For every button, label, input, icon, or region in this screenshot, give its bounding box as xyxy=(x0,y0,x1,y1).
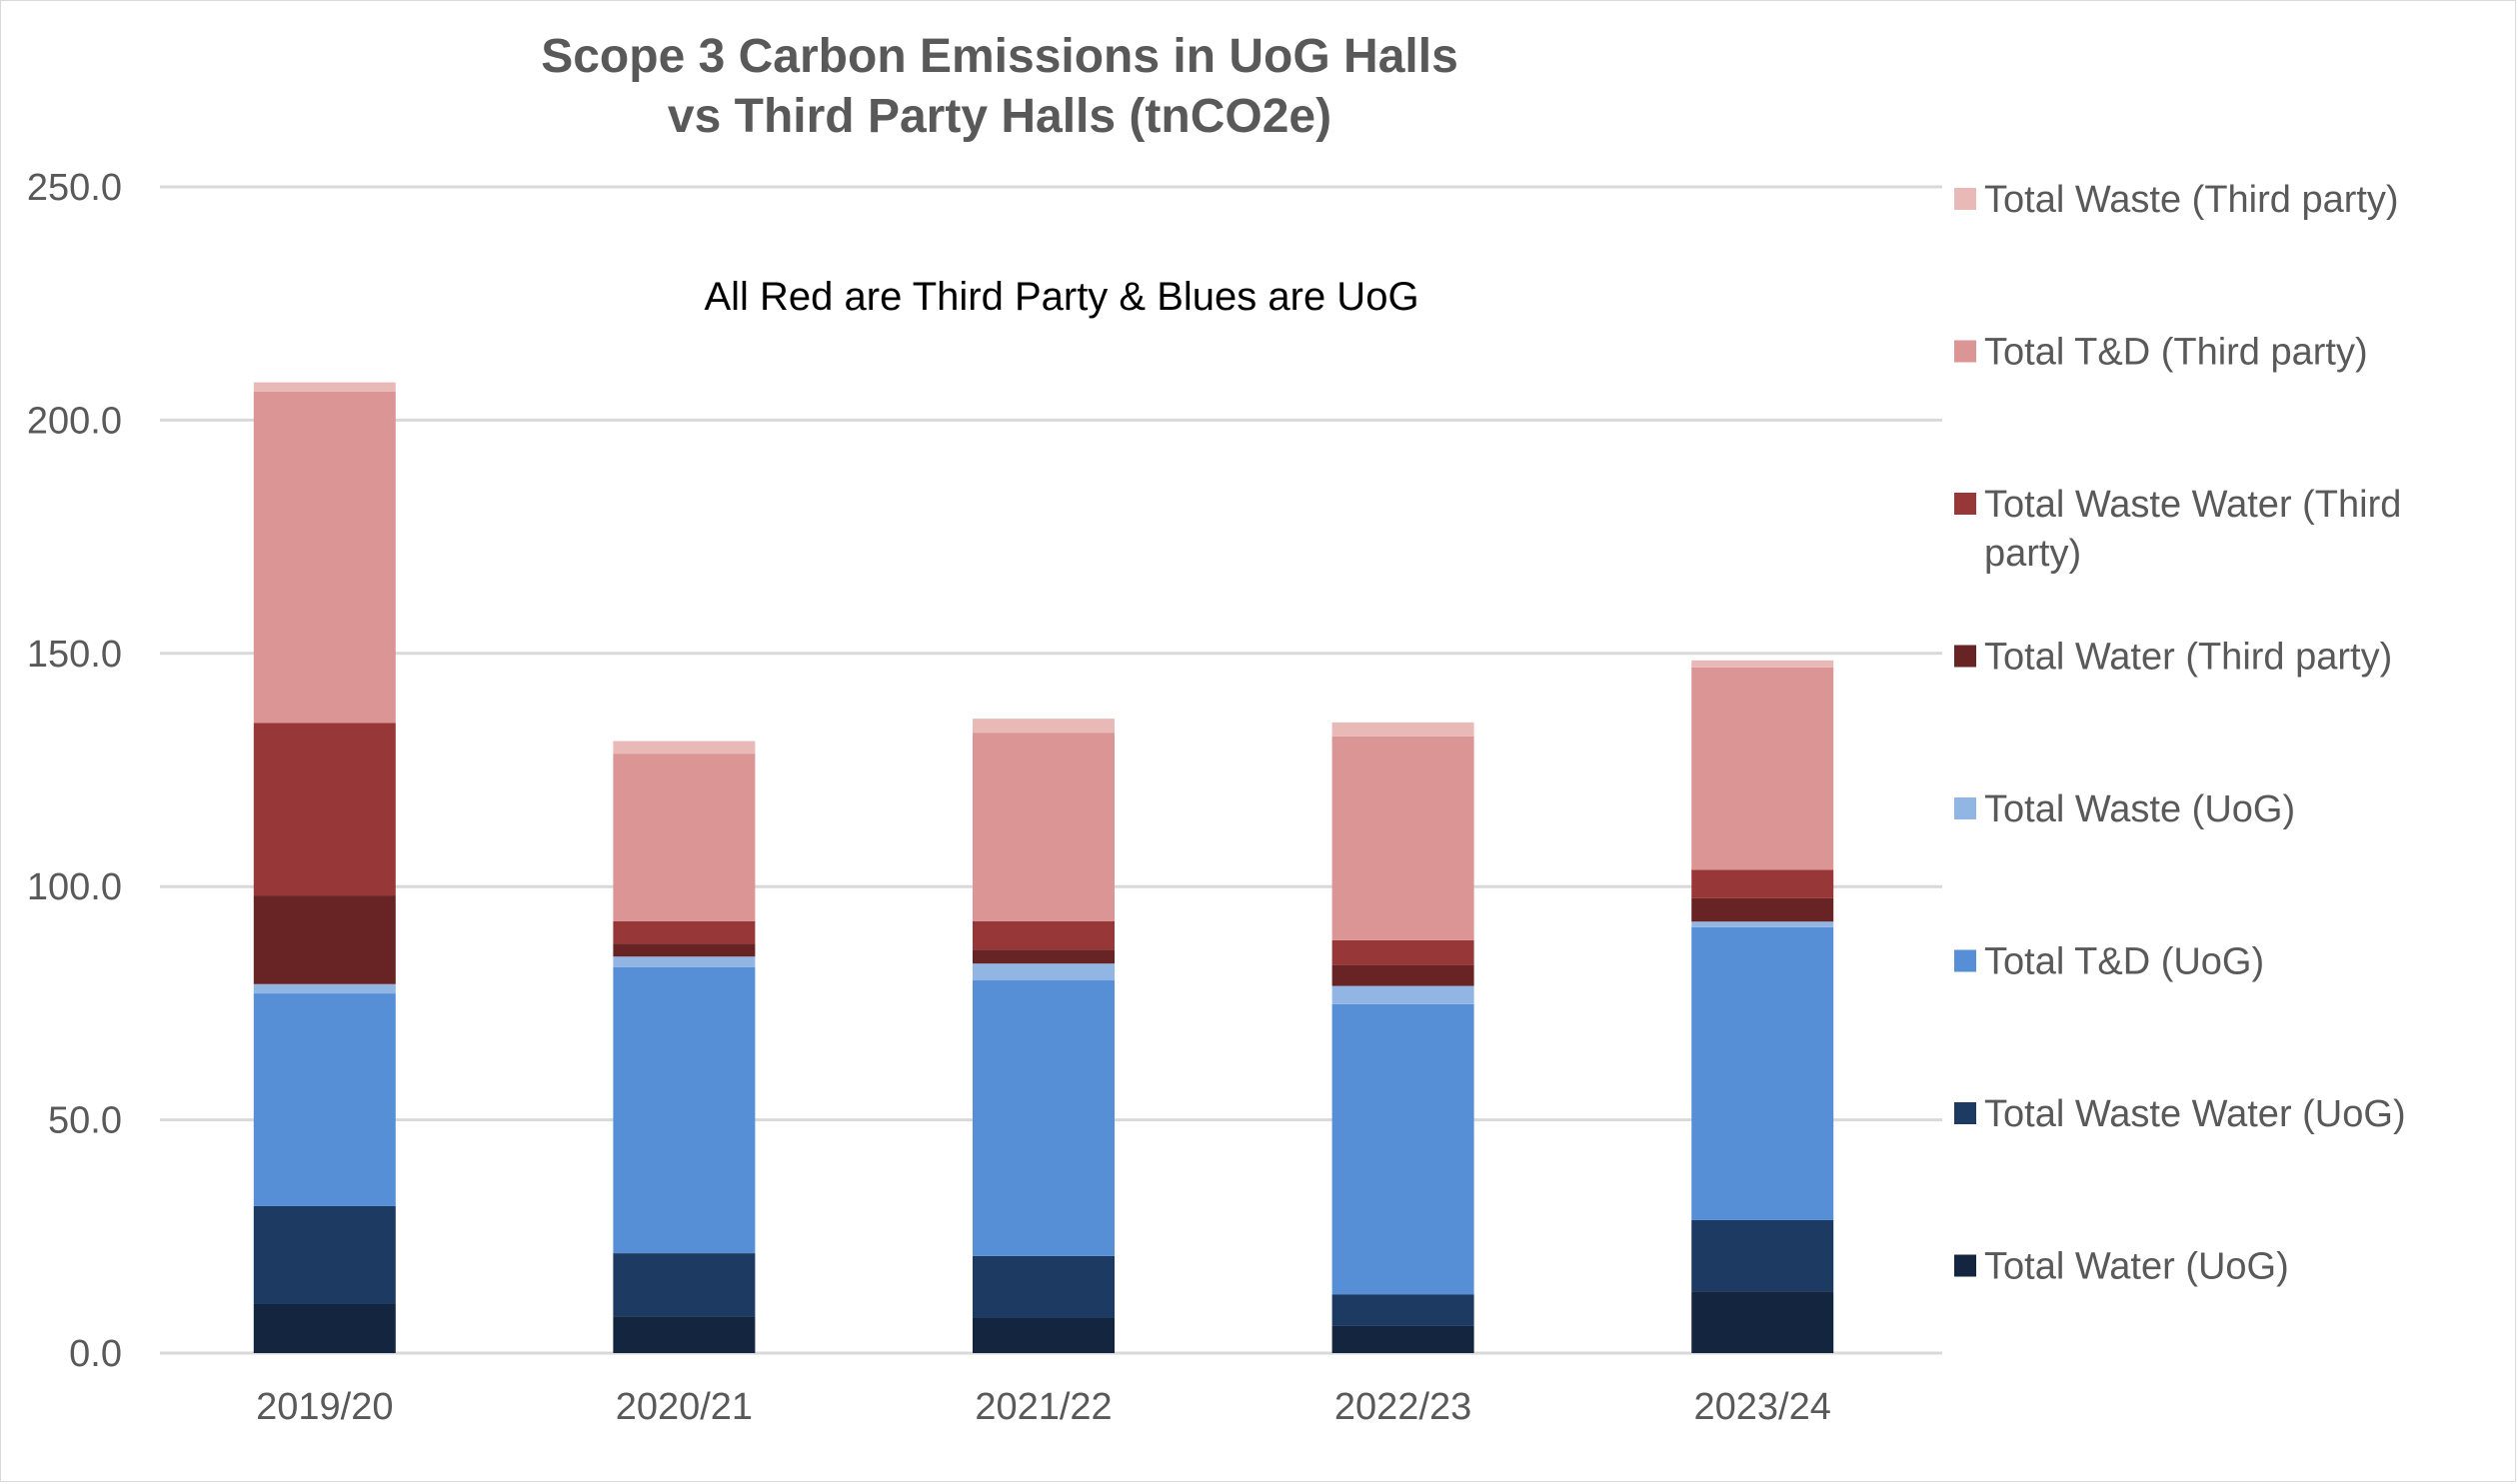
legend: Total Waste (Third party) Total T&D (Thir… xyxy=(1954,179,2406,1288)
legend-label: party) xyxy=(1984,533,2081,575)
bar-segment-4-4 xyxy=(1691,897,1834,922)
legend-swatch-3 xyxy=(1954,645,1976,668)
bar-segment-4-3 xyxy=(1691,921,1834,927)
bar-segment-1-6 xyxy=(613,753,756,921)
y-axis-ticks: 0.0 50.0 100.0 150.0 200.0 250.0 xyxy=(27,167,122,1375)
legend-label: Total Waste Water (UoG) xyxy=(1984,1093,2406,1135)
bar-segment-3-1 xyxy=(1331,1294,1474,1326)
bar-segment-4-6 xyxy=(1691,667,1834,870)
x-axis-ticks: 2019/20 2020/21 2021/22 2022/23 2023/24 xyxy=(256,1386,1831,1428)
bar-segment-3-2 xyxy=(1331,1003,1474,1295)
x-tick-label: 2021/22 xyxy=(975,1386,1112,1428)
bar-segment-4-5 xyxy=(1691,869,1834,898)
legend-label: Total Water (Third party) xyxy=(1984,637,2392,679)
bar-segment-3-4 xyxy=(1331,964,1474,986)
legend-swatch-1 xyxy=(1954,340,1976,363)
bar-segment-1-0 xyxy=(613,1316,756,1353)
bar-segment-2-1 xyxy=(973,1255,1115,1318)
bar-segment-0-0 xyxy=(253,1303,396,1353)
bar-segment-3-7 xyxy=(1331,722,1474,737)
y-tick-label: 150.0 xyxy=(27,634,122,676)
bar-segment-2-2 xyxy=(973,980,1115,1256)
x-tick-label: 2019/20 xyxy=(256,1386,393,1428)
bar-segment-3-3 xyxy=(1331,985,1474,1004)
y-tick-label: 250.0 xyxy=(27,167,122,209)
legend-swatch-0 xyxy=(1954,188,1976,210)
y-tick-label: 200.0 xyxy=(27,400,122,442)
chart-title-line-2: vs Third Party Halls (tnCO2e) xyxy=(668,90,1331,143)
legend-label: Total Water (UoG) xyxy=(1984,1246,2289,1288)
bar-segment-0-3 xyxy=(253,983,396,994)
bar-segment-2-7 xyxy=(973,719,1115,734)
chart-annotation: All Red are Third Party & Blues are UoG xyxy=(704,275,1418,319)
chart-title-line-1: Scope 3 Carbon Emissions in UoG Halls xyxy=(541,30,1458,83)
legend-label: Total Waste Water (Third xyxy=(1984,484,2401,526)
x-tick-label: 2020/21 xyxy=(616,1386,753,1428)
bar-segment-2-4 xyxy=(973,949,1115,964)
y-tick-label: 0.0 xyxy=(69,1333,122,1375)
bar-segment-1-4 xyxy=(613,943,756,957)
bar-segment-4-2 xyxy=(1691,926,1834,1220)
bars xyxy=(253,382,1834,1353)
y-tick-label: 50.0 xyxy=(48,1100,122,1142)
bar-segment-2-5 xyxy=(973,920,1115,950)
bar-segment-1-3 xyxy=(613,956,756,967)
legend-swatch-5 xyxy=(1954,949,1976,972)
bar-segment-0-4 xyxy=(253,895,396,984)
bar-segment-4-7 xyxy=(1691,660,1834,668)
bar-segment-0-7 xyxy=(253,382,396,392)
legend-swatch-2 xyxy=(1954,493,1976,515)
bar-segment-1-7 xyxy=(613,741,756,754)
bar-segment-0-1 xyxy=(253,1205,396,1304)
bar-segment-1-2 xyxy=(613,966,756,1254)
bar-segment-0-2 xyxy=(253,993,396,1206)
bar-segment-0-6 xyxy=(253,391,396,724)
bar-segment-1-5 xyxy=(613,920,756,944)
legend-label: Total Waste (Third party) xyxy=(1984,179,2399,221)
legend-label: Total T&D (UoG) xyxy=(1984,941,2264,983)
legend-swatch-4 xyxy=(1954,797,1976,819)
bar-segment-2-3 xyxy=(973,963,1115,981)
bar-segment-4-0 xyxy=(1691,1291,1834,1353)
legend-label: Total T&D (Third party) xyxy=(1984,332,2368,374)
legend-swatch-7 xyxy=(1954,1254,1976,1277)
x-tick-label: 2022/23 xyxy=(1334,1386,1471,1428)
bar-segment-0-5 xyxy=(253,723,396,896)
bar-segment-1-1 xyxy=(613,1253,756,1317)
legend-swatch-6 xyxy=(1954,1102,1976,1124)
x-tick-label: 2023/24 xyxy=(1694,1386,1831,1428)
y-tick-label: 100.0 xyxy=(27,866,122,908)
bar-segment-3-0 xyxy=(1331,1325,1474,1353)
bar-segment-2-0 xyxy=(973,1317,1115,1353)
legend-label: Total Waste (UoG) xyxy=(1984,788,2295,830)
bar-segment-2-6 xyxy=(973,733,1115,921)
gridlines xyxy=(160,185,1942,1355)
bar-segment-3-6 xyxy=(1331,736,1474,940)
bar-segment-3-5 xyxy=(1331,939,1474,965)
bar-segment-4-1 xyxy=(1691,1219,1834,1292)
